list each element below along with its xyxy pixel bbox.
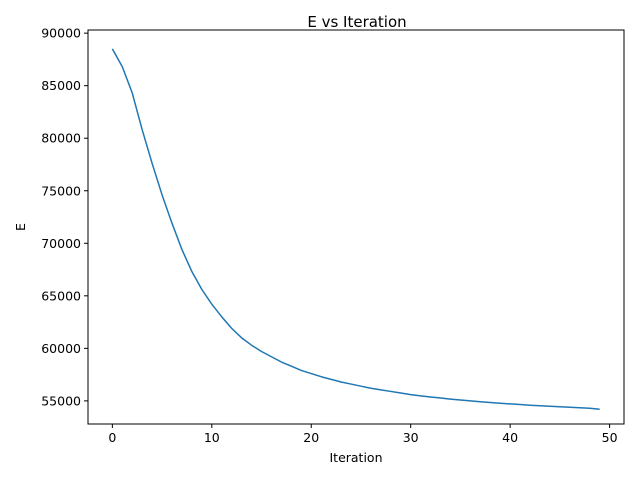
x-tick-label: 10: [204, 430, 220, 445]
y-tick-label: 85000: [41, 78, 81, 93]
plot-frame: [87, 29, 625, 425]
x-tick-label: 40: [502, 430, 518, 445]
x-tick-label: 0: [108, 430, 116, 445]
chart-title: E vs Iteration: [307, 13, 406, 31]
y-tick-label: 70000: [41, 236, 81, 251]
y-tick-label: 90000: [41, 26, 81, 41]
x-tick-label: 30: [403, 430, 419, 445]
y-tick-label: 55000: [41, 393, 81, 408]
x-tick-label: 20: [303, 430, 319, 445]
x-axis-ticks: 0 10 20 30 40 50: [108, 424, 618, 445]
y-tick-label: 80000: [41, 131, 81, 146]
plot-area: [111, 48, 600, 411]
y-axis-label: E: [13, 223, 28, 231]
series-line-0: [111, 48, 600, 411]
y-tick-label: 65000: [41, 288, 81, 303]
x-tick-label: 50: [602, 430, 618, 445]
x-axis-label: Iteration: [329, 450, 382, 465]
y-axis-ticks: 55000 60000 65000 70000 75000 80000 85000 90000: [41, 26, 88, 408]
y-tick-label: 60000: [41, 341, 81, 356]
y-tick-label: 75000: [41, 183, 81, 198]
